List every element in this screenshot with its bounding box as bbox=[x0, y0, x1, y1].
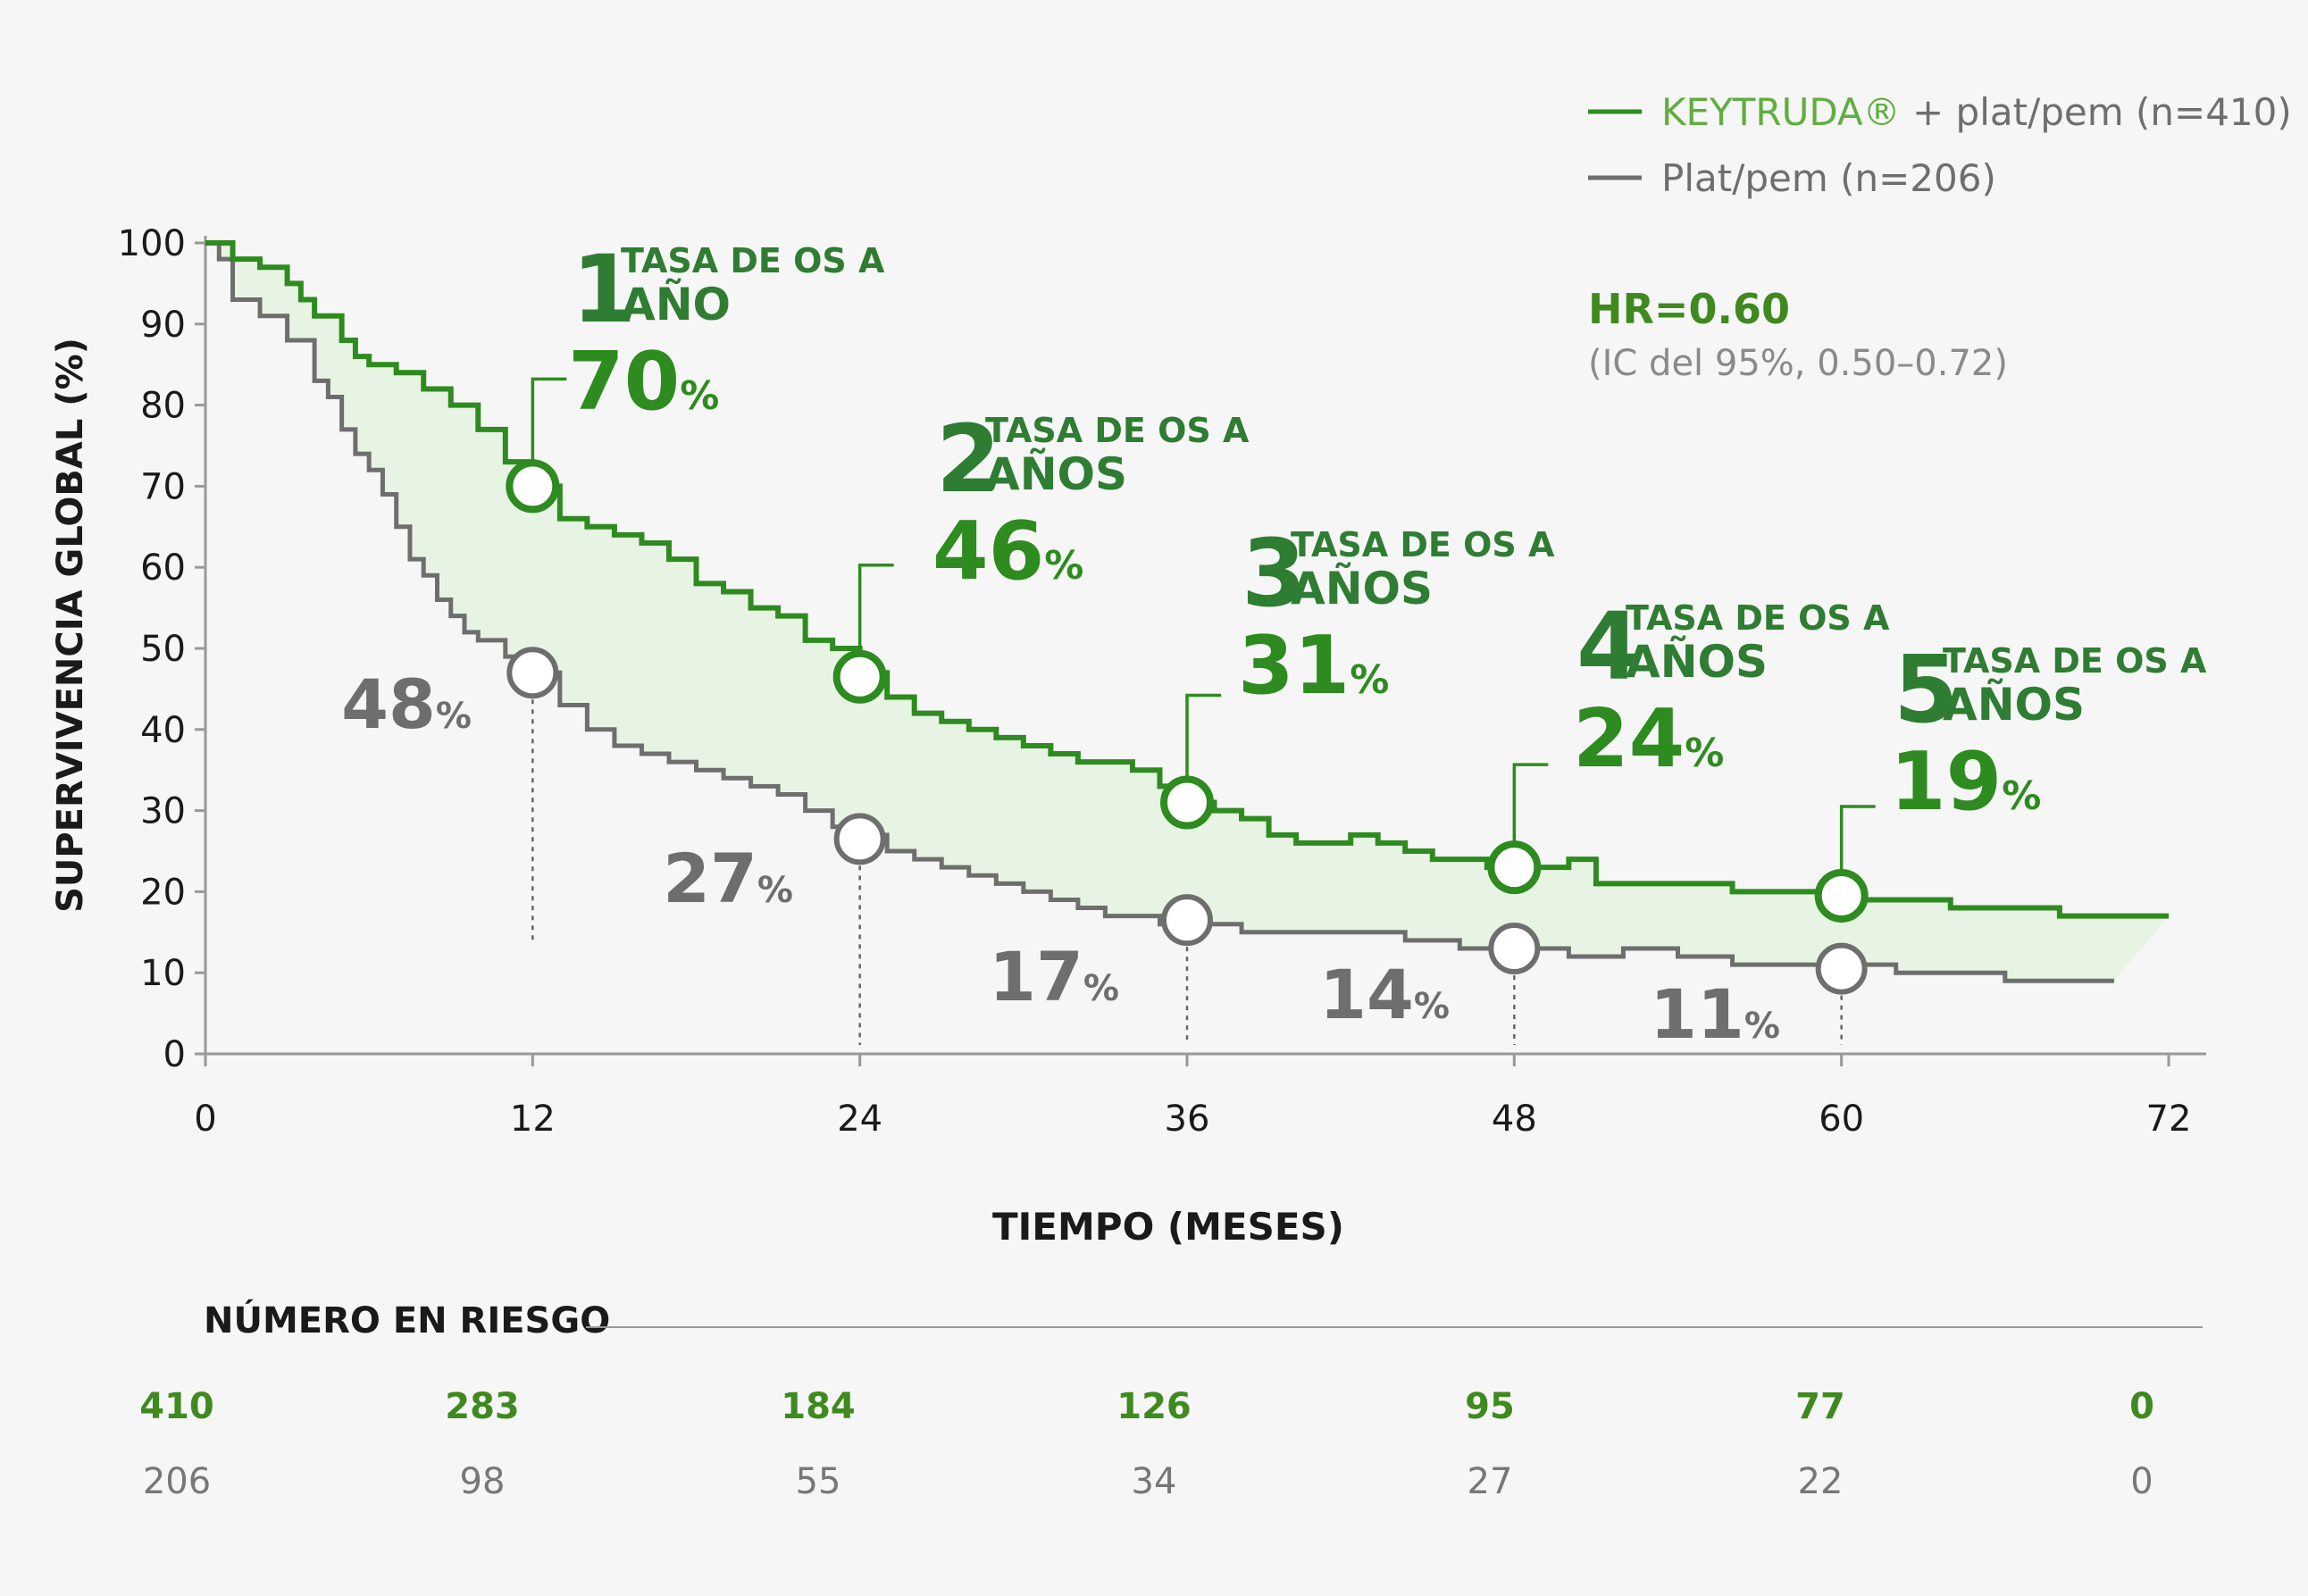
landmark-year-number: 5 bbox=[1894, 635, 1958, 744]
risk-keytruda-cell: 77 bbox=[1795, 1386, 1845, 1427]
chemo-rate-label: 17% bbox=[989, 937, 1119, 1016]
hazard-ratio: HR=0.60 (IC del 95%, 0.50–0.72) bbox=[1588, 285, 2008, 384]
landmark-label-line2: AÑOS bbox=[1291, 562, 1433, 614]
guide-lines bbox=[531, 377, 1876, 1045]
chemo-rate-label: 27% bbox=[663, 839, 793, 918]
x-tick-label: 48 bbox=[1492, 1099, 1537, 1140]
x-axis-label: TIEMPO (MESES) bbox=[992, 1205, 1344, 1249]
x-tick-label: 0 bbox=[194, 1099, 216, 1140]
risk-table-rows: 410 283 184 126 95 77 0 206 98 55 34 27 22 0 bbox=[139, 1386, 2154, 1502]
y-axis-label: SUPERVIVENCIA GLOBAL (%) bbox=[50, 338, 91, 913]
y-tick-label: 70 bbox=[140, 466, 186, 507]
series-line-keytruda bbox=[205, 240, 2169, 919]
risk-keytruda-cell: 0 bbox=[2129, 1386, 2154, 1427]
keytruda-marker bbox=[506, 459, 560, 514]
y-tick-label: 0 bbox=[163, 1034, 186, 1075]
y-tick-label: 40 bbox=[140, 710, 186, 751]
risk-chemo-cell: 27 bbox=[1468, 1461, 1513, 1502]
risk-keytruda-cell: 126 bbox=[1116, 1386, 1192, 1427]
landmark-label-line2: AÑO bbox=[621, 278, 731, 330]
legend-label-keytruda: KEYTRUDA® + plat/pem (n=410) bbox=[1661, 90, 2292, 134]
x-tick-label: 72 bbox=[2146, 1099, 2192, 1140]
y-tick-label: 90 bbox=[140, 305, 186, 346]
keytruda-marker bbox=[1487, 840, 1542, 895]
x-tick-label: 24 bbox=[837, 1099, 882, 1140]
legend: KEYTRUDA® + plat/pem (n=410) Plat/pem (n… bbox=[1588, 90, 2292, 200]
landmark-year-number: 4 bbox=[1576, 592, 1641, 701]
chemo-marker bbox=[1161, 894, 1213, 947]
series-lines bbox=[205, 240, 2169, 983]
keytruda-marker bbox=[1814, 868, 1869, 923]
legend-rest: + plat/pem (n=410) bbox=[1901, 90, 2292, 134]
keytruda-rate-label: 31% bbox=[1238, 619, 1389, 713]
risk-chemo-cell: 55 bbox=[796, 1461, 841, 1502]
x-tick-label: 60 bbox=[1819, 1099, 1864, 1140]
y-tick-label: 50 bbox=[140, 629, 186, 670]
keytruda-marker bbox=[832, 649, 887, 704]
series-line-chemo bbox=[205, 240, 2114, 983]
y-tick-label: 60 bbox=[140, 547, 186, 589]
keytruda-leader-line bbox=[1839, 805, 1876, 871]
difference-area bbox=[205, 243, 2169, 982]
y-tick-label: 20 bbox=[140, 872, 186, 913]
keytruda-rate-label: 19% bbox=[1890, 735, 2041, 829]
risk-table-title: NÚMERO EN RIESGO bbox=[204, 1299, 610, 1341]
y-tick-label: 10 bbox=[140, 953, 186, 994]
risk-chemo-cell: 22 bbox=[1798, 1461, 1844, 1502]
keytruda-rate-label: 70% bbox=[568, 335, 719, 429]
chemo-rate-label: 14% bbox=[1319, 955, 1450, 1034]
landmark-label-line2: AÑOS bbox=[1626, 635, 1768, 688]
risk-keytruda-cell: 410 bbox=[139, 1386, 214, 1427]
risk-chemo-cell: 98 bbox=[460, 1461, 506, 1502]
landmark-year-number: 1 bbox=[572, 235, 636, 344]
x-tick-label: 36 bbox=[1165, 1099, 1210, 1140]
x-tick-label: 12 bbox=[510, 1099, 556, 1140]
risk-chemo-cell: 206 bbox=[143, 1461, 211, 1502]
y-tick-label: 80 bbox=[140, 386, 186, 427]
landmark-label-line1: TASA DE OS A bbox=[621, 241, 885, 280]
landmark-markers bbox=[506, 459, 1869, 995]
landmark-label-line1: TASA DE OS A bbox=[1626, 598, 1890, 638]
chemo-rate-label: 48% bbox=[341, 664, 472, 744]
landmark-year-number: 3 bbox=[1242, 519, 1306, 628]
risk-keytruda-cell: 283 bbox=[445, 1386, 520, 1427]
legend-label-chemo: Plat/pem (n=206) bbox=[1661, 156, 1996, 200]
landmark-label-line1: TASA DE OS A bbox=[985, 411, 1250, 450]
landmark-label-line2: AÑOS bbox=[985, 447, 1127, 500]
legend-brand: KEYTRUDA® bbox=[1661, 90, 1901, 134]
risk-keytruda-cell: 95 bbox=[1465, 1386, 1515, 1427]
landmark-label-line1: TASA DE OS A bbox=[1943, 641, 2207, 681]
chemo-rate-label: 11% bbox=[1650, 974, 1780, 1054]
y-tick-label: 30 bbox=[140, 791, 186, 832]
keytruda-marker bbox=[1160, 775, 1214, 830]
landmark-year-number: 2 bbox=[936, 405, 1000, 514]
keytruda-leader-line bbox=[857, 564, 894, 652]
keytruda-leader-line bbox=[1512, 763, 1549, 843]
keytruda-leader-line bbox=[531, 377, 567, 462]
chemo-marker bbox=[506, 647, 559, 699]
risk-chemo-cell: 0 bbox=[2130, 1461, 2153, 1502]
risk-chemo-cell: 34 bbox=[1132, 1461, 1177, 1502]
risk-table: NÚMERO EN RIESGO 410 283 184 126 95 77 0 206 98 5… bbox=[139, 1299, 2203, 1502]
hr-ci: (IC del 95%, 0.50–0.72) bbox=[1588, 343, 2008, 384]
difference-fill bbox=[205, 243, 2169, 982]
landmark-label-line2: AÑOS bbox=[1943, 678, 2085, 731]
risk-keytruda-cell: 184 bbox=[781, 1386, 856, 1427]
keytruda-rate-label: 24% bbox=[1573, 692, 1724, 786]
chemo-marker bbox=[1815, 942, 1868, 995]
y-tick-label: 100 bbox=[118, 223, 186, 264]
hr-value: HR=0.60 bbox=[1588, 285, 1790, 333]
chemo-marker bbox=[1488, 922, 1541, 974]
keytruda-rate-label: 46% bbox=[932, 505, 1083, 598]
chemo-marker bbox=[833, 813, 886, 865]
landmark-label-line1: TASA DE OS A bbox=[1291, 525, 1555, 564]
keytruda-leader-line bbox=[1185, 693, 1221, 778]
